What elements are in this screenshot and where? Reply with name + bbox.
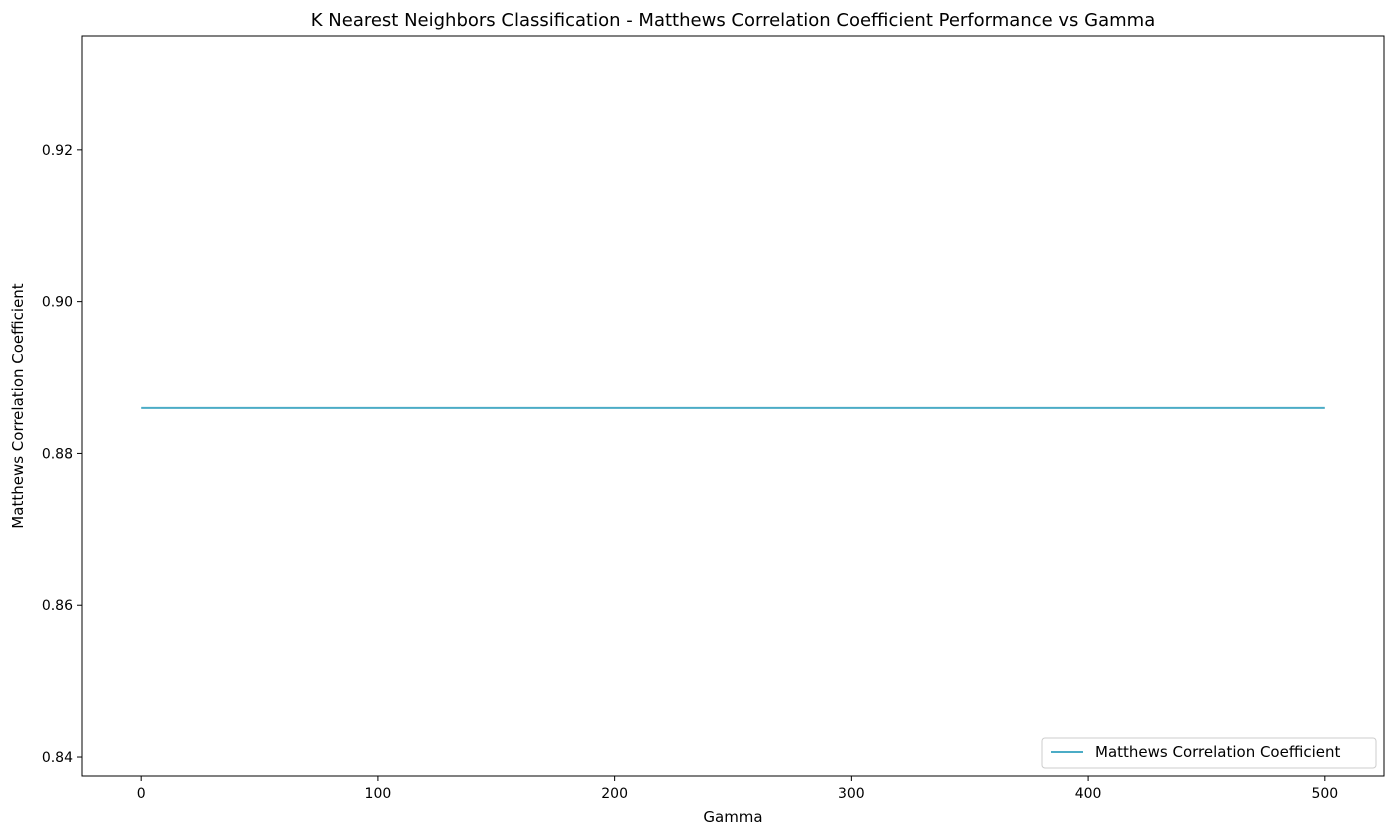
y-tick-label: 0.88	[42, 446, 73, 462]
legend: Matthews Correlation Coefficient	[1041, 737, 1377, 769]
y-tick-label: 0.86	[42, 598, 73, 614]
x-tick-label: 400	[1075, 786, 1102, 802]
x-tick-label: 200	[601, 786, 628, 802]
x-tick-label: 500	[1311, 786, 1338, 802]
y-axis-label: Matthews Correlation Coefficient	[9, 283, 27, 528]
x-tick-label: 300	[838, 786, 865, 802]
x-axis-label: Gamma	[703, 808, 762, 826]
y-tick-label: 0.84	[42, 750, 73, 766]
legend-label: Matthews Correlation Coefficient	[1095, 743, 1340, 761]
y-tick-label: 0.92	[42, 143, 73, 159]
plot-frame	[81, 35, 1385, 777]
y-axis-ticks: 0.84 0.86 0.88 0.90 0.92	[42, 143, 82, 766]
y-tick-label: 0.90	[42, 295, 73, 311]
x-axis-ticks: 0 100 200 300 400 500	[137, 776, 1338, 802]
plot-area	[82, 36, 1384, 776]
x-tick-label: 100	[365, 786, 392, 802]
chart-title: K Nearest Neighbors Classification - Mat…	[311, 10, 1155, 31]
x-tick-label: 0	[137, 786, 146, 802]
legend-box	[1041, 737, 1377, 769]
